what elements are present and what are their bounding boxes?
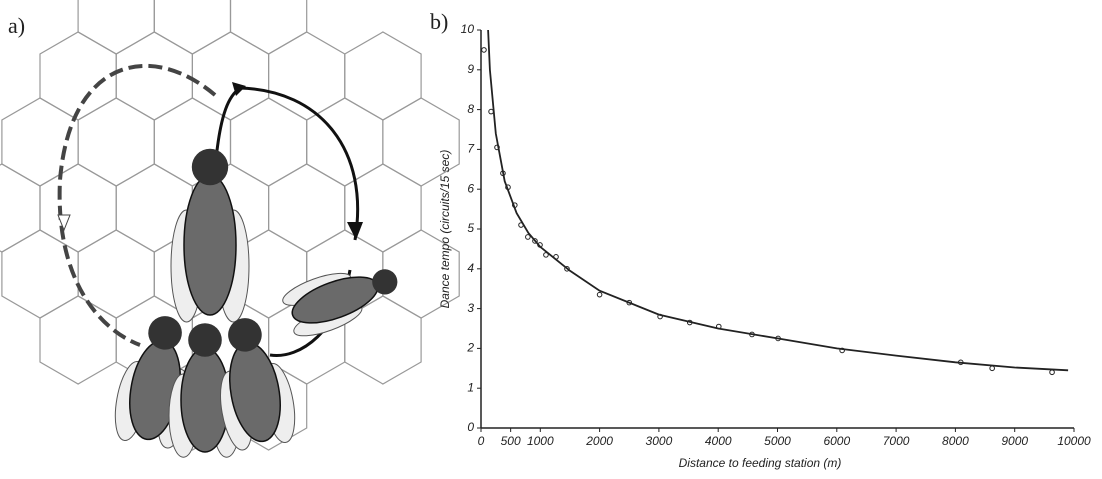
dashed-return-arc <box>57 63 217 347</box>
honeycomb-cell <box>39 31 117 121</box>
data-point <box>564 266 570 272</box>
honeycomb-cell <box>39 295 117 385</box>
y-tick-label: 6 <box>467 181 474 195</box>
x-tick-label: 3000 <box>646 434 673 448</box>
x-tick-label: 4000 <box>705 434 732 448</box>
honeycomb-cell <box>191 31 270 121</box>
honeycomb-cell <box>153 0 232 55</box>
y-tick-label: 0 <box>467 420 474 434</box>
honeycomb-cell <box>115 31 193 121</box>
y-tick-label: 5 <box>467 221 474 235</box>
honeycomb-cell <box>229 0 308 55</box>
x-tick-label: 10000 <box>1057 434 1091 448</box>
y-tick-label: 4 <box>467 261 474 275</box>
data-point <box>481 47 487 53</box>
honeycomb-cell <box>77 0 155 55</box>
y-tick-label: 3 <box>467 301 474 315</box>
arrow-head <box>57 214 71 232</box>
data-point <box>1049 369 1055 376</box>
data-point <box>488 108 494 115</box>
honeycomb-cell <box>306 97 384 187</box>
fit-curve <box>487 29 1069 372</box>
x-tick-label: 8000 <box>942 434 969 448</box>
honeycomb-cell <box>268 163 346 253</box>
bee-body <box>183 174 237 316</box>
x-tick-label: 2000 <box>585 434 613 448</box>
honeycomb-cell <box>39 163 117 253</box>
bee-head <box>372 269 398 295</box>
bee-head <box>191 148 229 186</box>
x-tick-label: 500 <box>501 434 521 448</box>
data-point <box>596 291 603 298</box>
y-tick-label: 10 <box>461 22 475 36</box>
honeycomb-cell <box>229 97 308 187</box>
x-tick-label: 0 <box>478 434 485 448</box>
honeycomb-cell <box>77 97 155 187</box>
panel-label: b) <box>430 9 448 34</box>
data-point <box>532 238 538 244</box>
data-point <box>525 234 531 240</box>
x-axis-label: Distance to feeding station (m) <box>679 456 842 470</box>
y-tick-label: 1 <box>467 380 474 394</box>
y-tick-label: 9 <box>467 62 474 76</box>
y-tick-label: 7 <box>467 142 475 156</box>
bee-head <box>188 323 222 357</box>
arrow-head <box>232 82 246 96</box>
x-tick-label: 9000 <box>1001 434 1028 448</box>
bee-head <box>228 318 262 352</box>
data-point <box>839 347 845 354</box>
bee-head <box>148 316 182 350</box>
data-point <box>494 144 500 151</box>
y-axis-label: Dance tempo (circuits/15 sec) <box>438 150 452 309</box>
bee-dance-illustration <box>0 0 460 458</box>
panel-label: a) <box>8 13 25 38</box>
honeycomb-cell <box>1 97 79 187</box>
honeycomb-cell <box>344 31 422 121</box>
honeycomb-cell <box>1 229 79 319</box>
x-tick-label: 6000 <box>823 434 850 448</box>
data-point <box>989 365 995 372</box>
y-tick-label: 8 <box>467 102 474 116</box>
x-tick-label: 7000 <box>883 434 910 448</box>
arrow-head <box>347 222 363 240</box>
y-tick-label: 2 <box>466 341 474 355</box>
x-tick-label: 1000 <box>527 434 554 448</box>
honeycomb-cell <box>0 163 41 253</box>
x-tick-label: 5000 <box>764 434 791 448</box>
